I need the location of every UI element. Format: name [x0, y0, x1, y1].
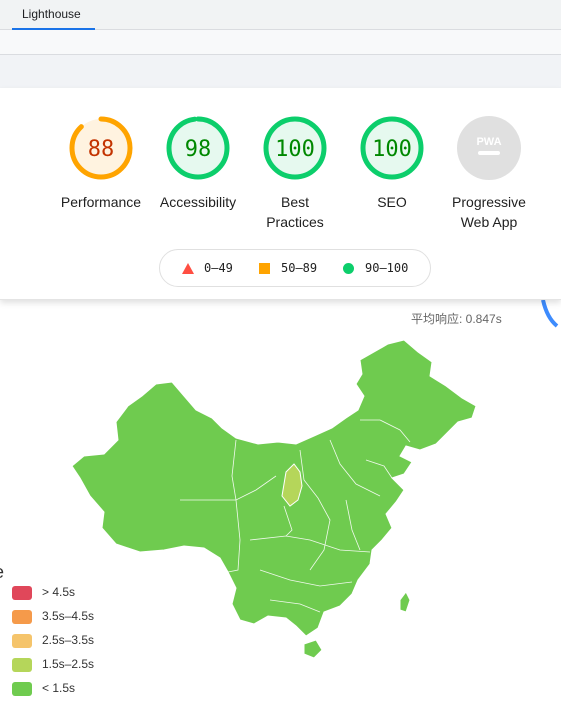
legend-swatch-red: [12, 586, 32, 600]
legend-label: > 4.5s: [42, 585, 75, 599]
pwa-label: Progressive Web App: [444, 192, 534, 232]
pwa-badge-icon: PWA: [455, 114, 523, 182]
legend-label: 1.5s–2.5s: [42, 657, 94, 671]
best-practices-label: Best Practices: [260, 192, 330, 232]
tab-lighthouse[interactable]: Lighthouse: [8, 0, 95, 29]
accessibility-gauge-ring: 98: [164, 114, 232, 182]
seo-score: 100: [372, 137, 412, 162]
legend-swatch-green: [12, 682, 32, 696]
score-scale-legend: 0–49 50–89 90–100: [159, 249, 431, 287]
tab-lighthouse-label: Lighthouse: [22, 7, 81, 21]
legend-average-range: 50–89: [281, 250, 317, 286]
response-map-page: 平均响应: 0.847s e > 4.5s: [0, 300, 561, 704]
devtools-tab-bar: Lighthouse: [0, 0, 561, 30]
legend-swatch-yellow: [12, 634, 32, 648]
map-region-hainan[interactable]: [304, 640, 322, 658]
report-top-strip: [0, 55, 561, 88]
performance-label: Performance: [46, 192, 156, 212]
gauge-performance[interactable]: 88 Performance: [46, 114, 156, 212]
legend-label: 3.5s–4.5s: [42, 609, 94, 623]
svg-text:PWA: PWA: [476, 136, 501, 148]
gauge-pwa[interactable]: PWA Progressive Web App: [434, 114, 544, 232]
map-region-china[interactable]: [72, 340, 476, 636]
accessibility-score: 98: [185, 137, 212, 162]
legend-swatch-orange: [12, 610, 32, 624]
average-square-icon: [259, 263, 270, 274]
legend-label: < 1.5s: [42, 681, 75, 695]
gauge-accessibility[interactable]: 98 Accessibility: [143, 114, 253, 212]
gauge-seo[interactable]: 100 SEO: [337, 114, 447, 212]
seo-gauge-ring: 100: [358, 114, 426, 182]
gauge-best-practices[interactable]: 100 Best Practices: [240, 114, 350, 232]
devtools-toolbar: [0, 30, 561, 55]
pass-circle-icon: [343, 263, 354, 274]
best-practices-gauge-ring: 100: [261, 114, 329, 182]
fail-triangle-icon: [182, 263, 194, 274]
accessibility-label: Accessibility: [143, 192, 253, 212]
legend-swatch-lime: [12, 658, 32, 672]
best-practices-score: 100: [275, 137, 315, 162]
legend-label: 2.5s–3.5s: [42, 633, 94, 647]
performance-score: 88: [88, 137, 115, 162]
performance-gauge-ring: 88: [67, 114, 135, 182]
legend-pass-range: 90–100: [365, 250, 408, 286]
clipped-text-fragment: e: [0, 562, 4, 583]
lighthouse-scores-panel: 88 Performance 98 Accessibility 100 Best…: [0, 88, 561, 300]
seo-label: SEO: [337, 192, 447, 212]
legend-fail-range: 0–49: [204, 250, 233, 286]
map-region-taiwan[interactable]: [400, 592, 410, 612]
